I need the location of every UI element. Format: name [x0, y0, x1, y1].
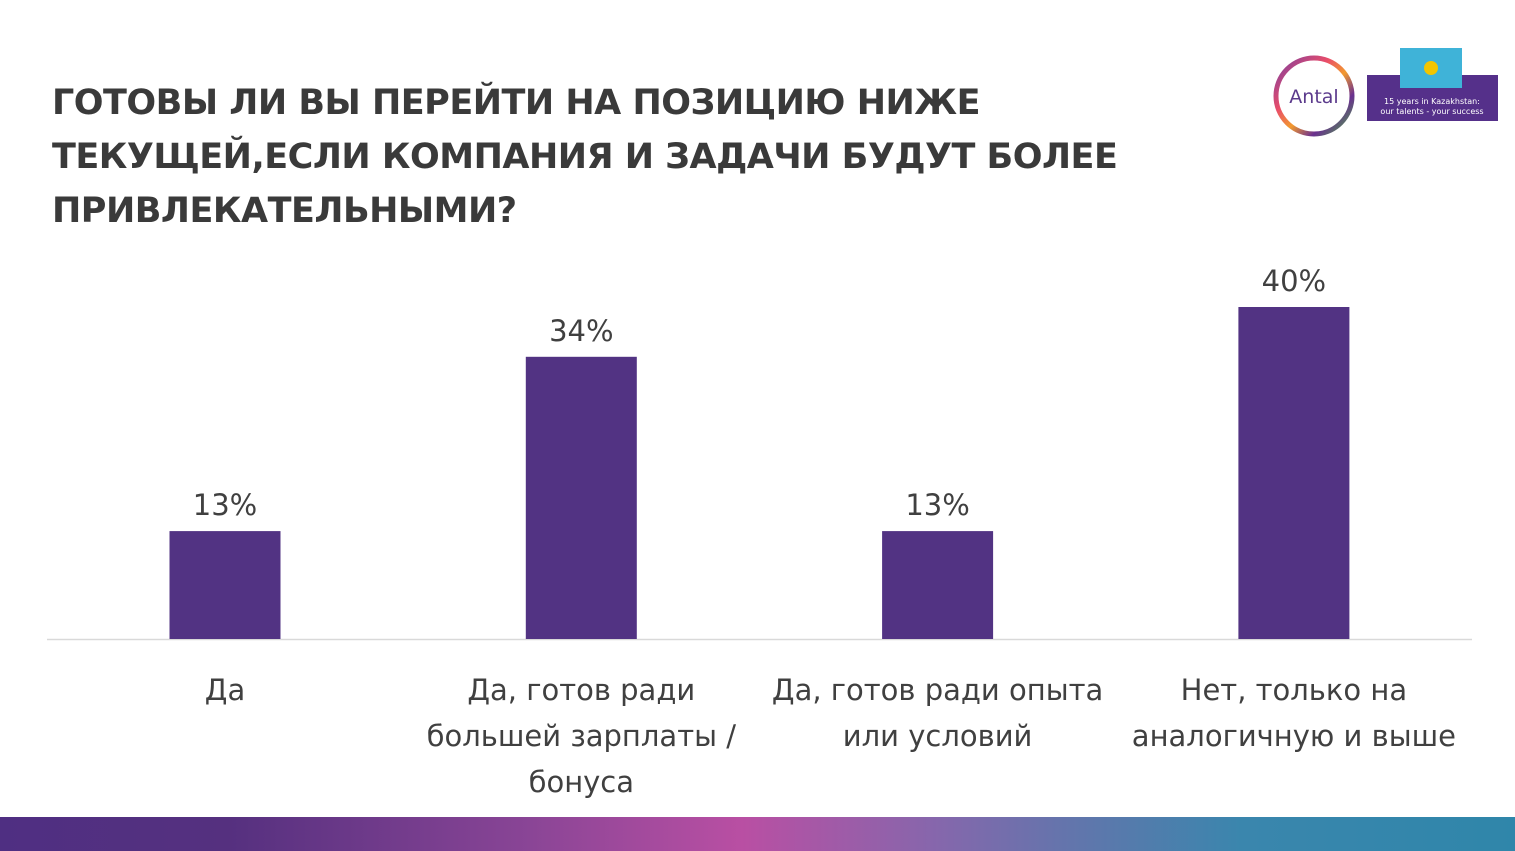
category-label-line: или условий — [842, 719, 1033, 753]
data-label-0: 13% — [193, 488, 257, 522]
footer-gradient-band — [0, 817, 1515, 851]
data-label-3: 40% — [1262, 264, 1326, 298]
category-label-line: большей зарплаты / — [426, 719, 736, 753]
category-label-line: Да, готов ради — [467, 673, 696, 707]
page-title: ГОТОВЫ ЛИ ВЫ ПЕРЕЙТИ НА ПОЗИЦИЮ НИЖЕ ТЕК… — [52, 83, 1118, 231]
data-label-1: 34% — [549, 314, 613, 348]
category-label-line: Нет, только на — [1180, 673, 1408, 707]
bar-2 — [882, 531, 994, 639]
bar-3 — [1238, 307, 1350, 639]
category-label-0: Да — [50, 667, 400, 713]
category-label-line: аналогичную и выше — [1131, 719, 1456, 753]
antal-logo: Antal 15 years in Kazakhstan: our talent… — [1272, 48, 1502, 145]
logo-tagline-1: 15 years in Kazakhstan: — [1384, 97, 1480, 106]
category-label-2: Да, готов ради опыта или условий — [763, 667, 1113, 759]
category-label-3: Нет, только на аналогичную и выше — [1119, 667, 1469, 759]
logo-tagline-2: our talents - your success — [1380, 107, 1483, 116]
category-label-1: Да, готов ради большей зарплаты / бонуса — [406, 667, 756, 805]
data-label-2: 13% — [905, 488, 969, 522]
category-label-line: бонуса — [528, 765, 635, 799]
bar-0 — [169, 531, 281, 639]
category-label-line: Да — [204, 673, 246, 707]
logo-brand: Antal — [1289, 86, 1338, 108]
bar-1 — [525, 356, 637, 639]
category-label-line: Да, готов ради опыта — [771, 673, 1104, 707]
